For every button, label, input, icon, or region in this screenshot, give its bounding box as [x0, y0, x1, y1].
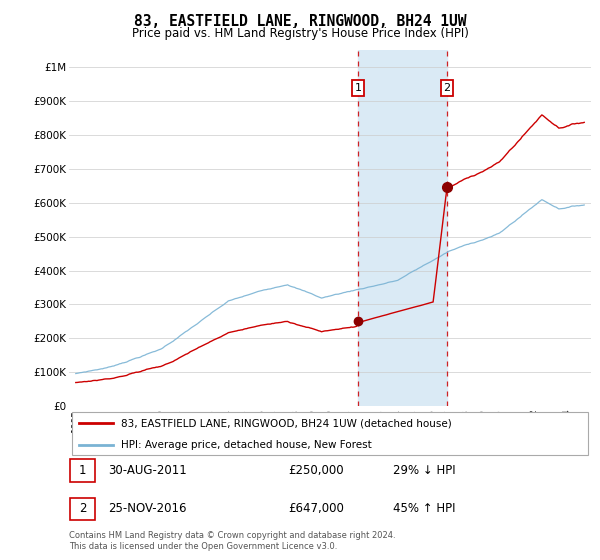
Text: Contains HM Land Registry data © Crown copyright and database right 2024.: Contains HM Land Registry data © Crown c… [69, 531, 395, 540]
FancyBboxPatch shape [71, 412, 589, 455]
Text: HPI: Average price, detached house, New Forest: HPI: Average price, detached house, New … [121, 440, 372, 450]
Text: 83, EASTFIELD LANE, RINGWOOD, BH24 1UW: 83, EASTFIELD LANE, RINGWOOD, BH24 1UW [134, 14, 466, 29]
Bar [70, 459, 95, 482]
Text: 45% ↑ HPI: 45% ↑ HPI [392, 502, 455, 515]
Text: £250,000: £250,000 [288, 464, 344, 477]
Text: This data is licensed under the Open Government Licence v3.0.: This data is licensed under the Open Gov… [69, 542, 337, 550]
Text: Price paid vs. HM Land Registry's House Price Index (HPI): Price paid vs. HM Land Registry's House … [131, 27, 469, 40]
Text: 1: 1 [79, 464, 86, 477]
Text: 30-AUG-2011: 30-AUG-2011 [108, 464, 187, 477]
Text: 2: 2 [79, 502, 86, 515]
Text: 29% ↓ HPI: 29% ↓ HPI [392, 464, 455, 477]
Text: 2: 2 [443, 83, 451, 93]
Bar [70, 498, 95, 520]
Text: £647,000: £647,000 [288, 502, 344, 515]
Text: 1: 1 [355, 83, 362, 93]
Text: 83, EASTFIELD LANE, RINGWOOD, BH24 1UW (detached house): 83, EASTFIELD LANE, RINGWOOD, BH24 1UW (… [121, 418, 452, 428]
Bar [358, 50, 447, 406]
Text: 25-NOV-2016: 25-NOV-2016 [108, 502, 187, 515]
